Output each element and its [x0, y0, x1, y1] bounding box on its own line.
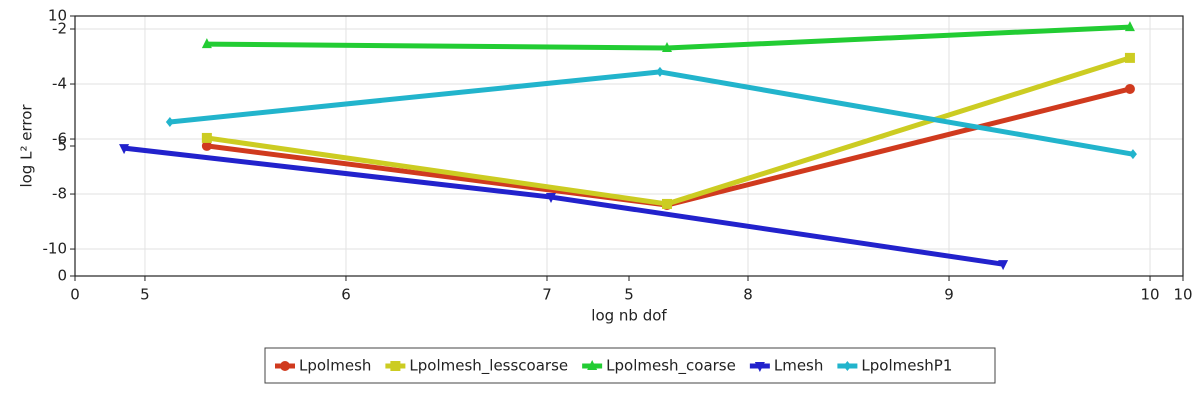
- legend-marker: [754, 362, 765, 372]
- y2-tick-label: 5: [57, 137, 67, 155]
- marker: [546, 193, 557, 204]
- marker: [998, 260, 1009, 271]
- marker: [119, 144, 130, 155]
- x2-tick-label: 0: [70, 286, 80, 304]
- marker: [1124, 52, 1135, 63]
- y-tick-label: -6: [52, 130, 67, 148]
- y2-tick-label: 10: [48, 7, 67, 25]
- legend-label: LpolmeshP1: [861, 357, 952, 375]
- y-tick-label: -10: [43, 240, 68, 258]
- x2-tick-label: 5: [624, 286, 634, 304]
- legend-label: Lpolmesh: [299, 357, 371, 375]
- marker: [655, 66, 664, 77]
- marker: [1124, 21, 1135, 32]
- x-axis-title: log nb dof: [591, 307, 667, 325]
- y-tick-label: -8: [52, 185, 67, 203]
- legend-label: Lmesh: [774, 357, 824, 375]
- x-tick-label: 9: [944, 286, 954, 304]
- legend-marker: [843, 361, 852, 371]
- marker: [165, 116, 174, 127]
- marker: [201, 132, 212, 143]
- legend-label: Lpolmesh_lesscoarse: [409, 357, 568, 376]
- y-tick-label: -2: [52, 20, 67, 38]
- marker: [1124, 83, 1135, 94]
- series-line: [123, 145, 1004, 267]
- marker: [201, 38, 212, 49]
- legend-marker: [390, 361, 401, 371]
- marker: [661, 198, 672, 209]
- x2-tick-label: 10: [1173, 286, 1192, 304]
- legend-marker: [587, 360, 598, 370]
- x-tick-label: 10: [1140, 286, 1159, 304]
- x-tick-label: 6: [341, 286, 351, 304]
- y2-tick-label: 0: [57, 267, 67, 285]
- x-tick-label: 7: [542, 286, 552, 304]
- legend-label: Lpolmesh_coarse: [606, 357, 736, 376]
- legend-marker: [280, 361, 290, 371]
- y-axis-title: log L² error: [18, 104, 36, 188]
- marker: [661, 41, 672, 52]
- plot-frame: [74, 15, 1184, 277]
- marker: [201, 140, 212, 151]
- y-tick-label: -4: [52, 75, 67, 93]
- x-tick-label: 5: [140, 286, 150, 304]
- marker: [1128, 149, 1137, 160]
- x-tick-label: 8: [743, 286, 753, 304]
